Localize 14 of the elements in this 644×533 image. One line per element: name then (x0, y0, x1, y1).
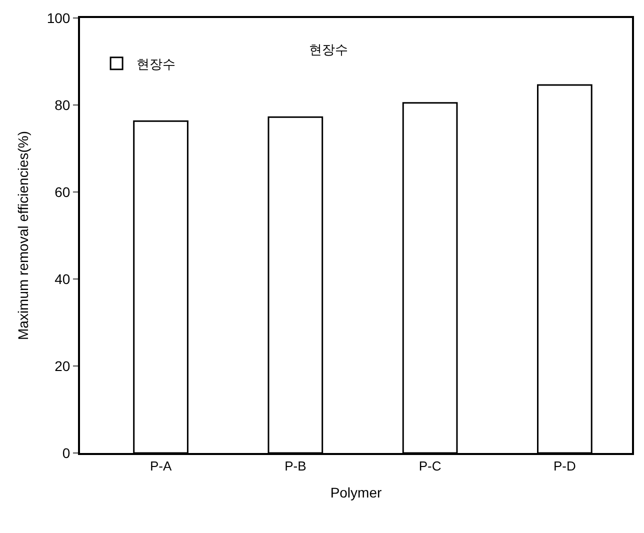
y-tick-label: 60 (54, 184, 70, 200)
x-tick-label: P-A (150, 458, 172, 474)
y-tick-label: 80 (54, 96, 70, 113)
x-tick-label: P-C (418, 458, 442, 474)
y-tick-label: 100 (46, 10, 70, 26)
y-tick-label: 0 (62, 444, 70, 461)
x-axis-title: Polymer (330, 484, 382, 500)
x-tick-label: P-B (284, 458, 306, 474)
y-tick-label: 40 (54, 270, 70, 287)
y-tick-label: 20 (54, 358, 70, 374)
y-axis-title: Maximum removal efficiencies(%) (14, 130, 31, 340)
annotation: 현장수 (309, 42, 348, 57)
x-tick-label: P-D (553, 458, 576, 474)
legend-label: 현장수 (136, 56, 176, 72)
